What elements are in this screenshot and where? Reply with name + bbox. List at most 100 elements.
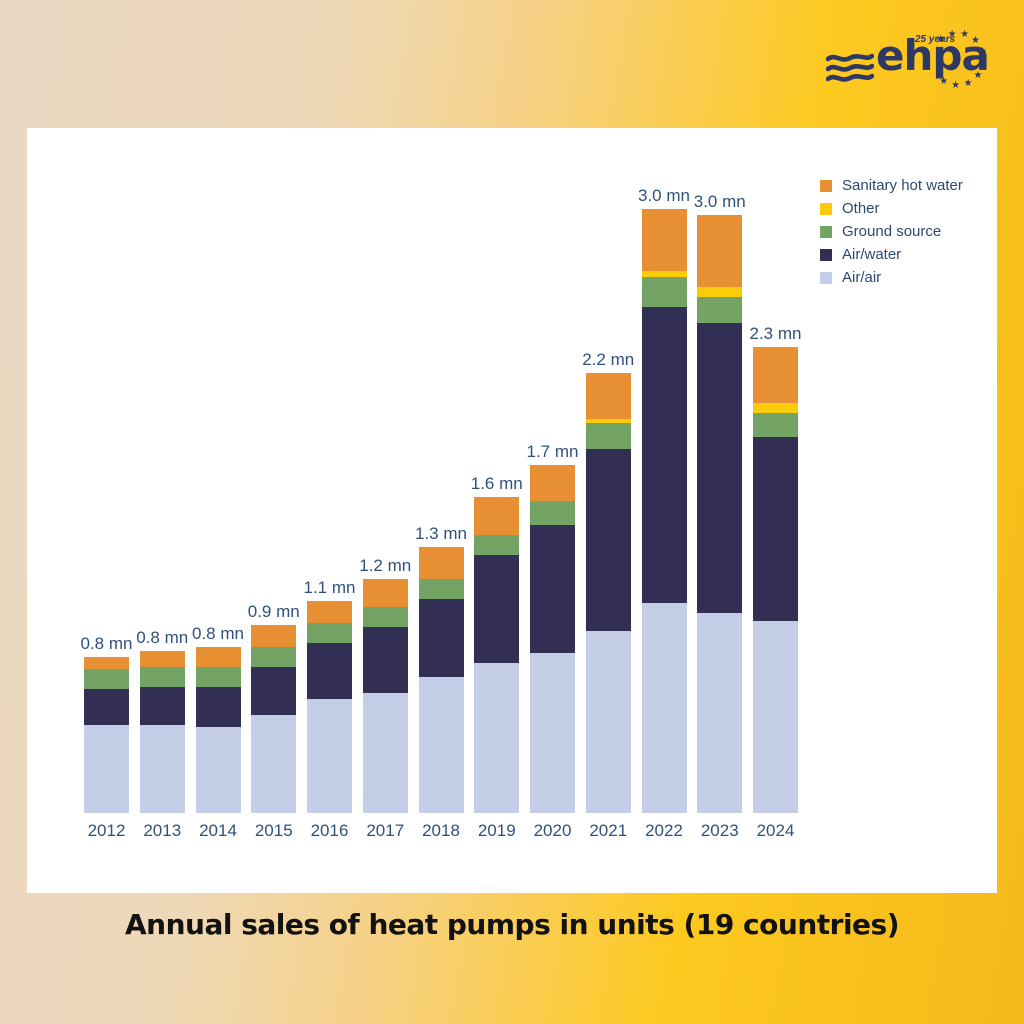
logo-brand-text: ehpa [876,31,990,80]
bar-segment-air_air [585,631,631,813]
bar-segment-air_air [418,677,464,813]
bar-2020: 1.7 mn 2020 [527,442,579,840]
bar-stack-2021 [585,373,631,813]
bar-segment-air_water [418,599,464,677]
bar-segment-sanitary_hot_water [418,547,464,579]
bar-total-label: 3.0 mn [638,186,690,205]
bar-segment-other [753,403,798,413]
bar-stack-2012 [84,657,129,813]
bar-segment-air_water [84,689,129,725]
bar-stack-2018 [418,547,464,813]
bar-total-label: 1.7 mn [526,442,579,461]
bar-total-label: 0.8 mn [136,628,189,647]
legend-swatch-sanitary_hot_water [820,179,832,192]
bar-segment-air_water [474,555,520,663]
bar-segment-air_air [530,653,575,813]
bar-segment-other [641,271,687,277]
legend-swatch-ground_source [820,225,832,238]
bar-segment-sanitary_hot_water [585,373,631,419]
legend-label: Other [842,200,880,217]
bar-segment-other [697,287,743,297]
bar-stack-2020 [530,465,575,813]
legend-label: Air/air [842,269,882,286]
bar-segment-other [585,419,631,423]
bar-segment-ground_source [307,623,352,643]
legend-item-sanitary_hot_water: Sanitary hot water [820,174,963,197]
bars-container: 0.8 mn 2012 0.8 mn 2013 0.8 mn 2014 0.9 mn 2015… [81,186,802,840]
legend-label: Sanitary hot water [842,177,963,194]
bar-2024: 2.3 mn 2024 [750,324,802,840]
bar-segment-air_air [474,663,520,813]
bar-segment-ground_source [753,413,798,437]
bar-segment-air_water [307,643,352,699]
x-axis-label-2018: 2018 [422,821,460,840]
bar-segment-sanitary_hot_water [530,465,575,501]
bar-2022: 3.0 mn 2022 [638,186,690,840]
bar-segment-ground_source [84,669,129,689]
bar-2023: 3.0 mn 2023 [694,192,746,840]
eu-star-icon: ★ [971,35,981,47]
waves-icon [826,53,874,82]
eu-star-icon: ★ [973,70,983,81]
bar-total-label: 0.8 mn [80,634,133,653]
bar-segment-sanitary_hot_water [139,651,185,667]
bar-2021: 2.2 mn 2021 [582,350,634,840]
bar-2017: 1.2 mn 2017 [359,556,411,840]
x-axis-label-2023: 2023 [700,821,739,840]
bar-segment-ground_source [530,501,575,525]
bar-segment-air_water [585,449,631,631]
bar-segment-sanitary_hot_water [251,625,297,647]
chart-title: Annual sales of heat pumps in units (19 … [125,908,900,941]
bar-segment-air_water [641,307,687,603]
x-axis-label-2022: 2022 [645,821,683,840]
bar-stack-2014 [195,647,241,813]
x-axis-label-2013: 2013 [143,821,182,840]
bar-stack-2022 [641,209,687,813]
bar-segment-sanitary_hot_water [307,601,352,623]
legend-label: Air/water [842,246,902,263]
bar-stack-2017 [362,579,408,813]
bar-stack-2016 [307,601,352,813]
bar-total-label: 1.2 mn [359,556,412,575]
bar-stack-2015 [251,625,297,813]
eu-star-icon: ★ [939,76,949,88]
bar-stack-2019 [474,497,520,813]
eu-star-icon: ★ [960,29,970,40]
bar-stack-2023 [697,215,743,813]
legend-swatch-air_air [820,271,832,284]
eu-star-icon: ★ [978,58,988,70]
bar-segment-ground_source [641,277,687,307]
legend-item-ground_source: Ground source [820,220,963,243]
bar-segment-ground_source [418,579,464,599]
x-axis-label-2015: 2015 [254,821,293,840]
bar-segment-ground_source [139,667,185,687]
bar-segment-air_air [307,699,352,813]
eu-star-icon: ★ [951,79,961,91]
legend-label: Ground source [842,223,942,240]
eu-stars-icon: ★ ★ ★ ★ ★ ★ ★ ★ ★ ★ [820,26,1010,104]
bar-segment-air_water [195,687,241,727]
x-axis-label-2021: 2021 [589,821,628,840]
x-axis-label-2020: 2020 [533,821,572,840]
bar-2014: 0.8 mn 2014 [192,624,244,840]
ehpa-logo: ehpa 25 years ★ ★ ★ ★ ★ ★ ★ ★ ★ ★ [820,26,1010,104]
bar-segment-sanitary_hot_water [84,657,129,669]
bar-segment-ground_source [474,535,520,555]
x-axis-label-2016: 2016 [310,821,349,840]
bar-2012: 0.8 mn 2012 [81,634,133,840]
bar-segment-ground_source [697,297,743,323]
legend-item-other: Other [820,197,963,220]
bar-segment-sanitary_hot_water [753,347,798,403]
bar-total-label: 0.8 mn [192,624,244,643]
bar-2015: 0.9 mn 2015 [248,602,300,840]
x-axis-label-2017: 2017 [366,821,405,840]
eu-star-icon: ★ [936,34,946,46]
bar-segment-sanitary_hot_water [474,497,520,535]
x-axis-label-2012: 2012 [87,821,126,840]
bar-segment-air_air [139,725,185,813]
bar-total-label: 2.3 mn [749,324,802,343]
bar-segment-air_air [84,725,129,813]
bar-segment-ground_source [585,423,631,449]
eu-star-icon: ★ [977,45,987,57]
